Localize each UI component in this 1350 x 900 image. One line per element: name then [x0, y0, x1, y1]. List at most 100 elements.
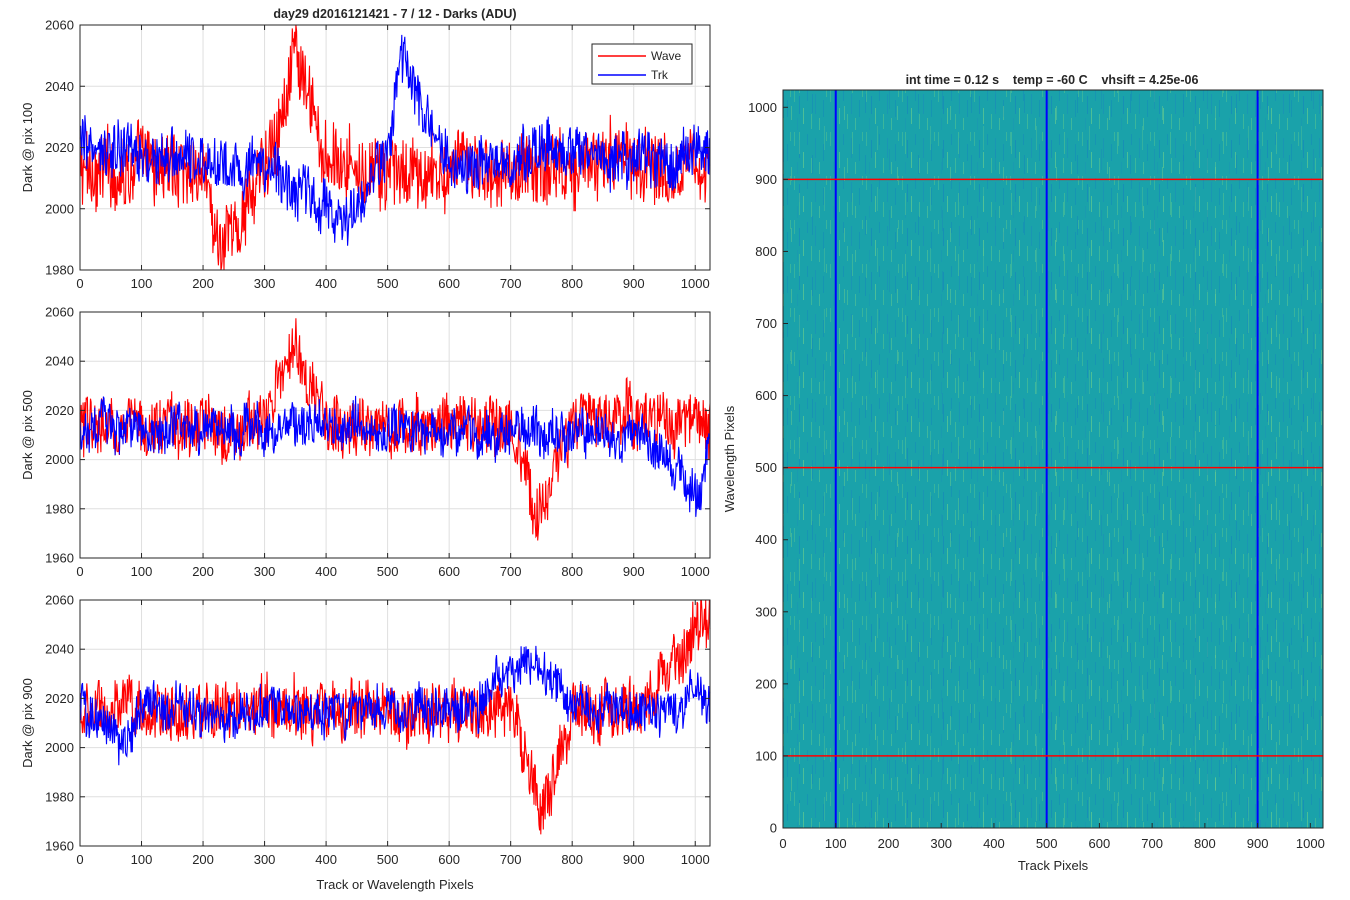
y-tick-label: 500: [755, 460, 777, 475]
series-group: [79, 599, 711, 835]
y-tick-label: 1000: [748, 100, 777, 115]
x-tick-label: 100: [131, 276, 153, 291]
y-tick-label: 2020: [45, 140, 74, 155]
x-tick-label: 400: [315, 852, 337, 867]
axes-box: [79, 599, 711, 847]
x-tick-label: 600: [438, 852, 460, 867]
legend-wave-label: Wave: [651, 49, 682, 63]
y-tick-label: 800: [755, 244, 777, 259]
heatmap-title: int time = 0.12 s temp = -60 C vhsift = …: [906, 73, 1199, 87]
x-tick-label: 500: [377, 276, 399, 291]
marker-lines: [783, 90, 1323, 828]
x-tick-label: 700: [1141, 836, 1163, 851]
line-chart-pix-500: 0 100 200 300 400 500 600 700 800 900 1000 1960 1980…: [20, 305, 711, 579]
x-tick-label: 300: [254, 276, 276, 291]
x-tick-label: 200: [878, 836, 900, 851]
y-tick-label: 900: [755, 172, 777, 187]
x-tick-label: 300: [930, 836, 952, 851]
y-tick-label: 2020: [45, 403, 74, 418]
x-tick-label: 500: [1036, 836, 1058, 851]
y-tick-label: 2060: [45, 18, 74, 33]
y-tick-label: 0: [770, 821, 777, 836]
legend-box: [591, 43, 693, 85]
y-tick-label: 400: [755, 532, 777, 547]
x-tick-label: 1000: [681, 564, 710, 579]
y-tick-label: 2000: [45, 740, 74, 755]
x-tick-label: 200: [192, 276, 214, 291]
y-tick-label: 1980: [45, 501, 74, 516]
x-tick-label: 900: [623, 564, 645, 579]
x-tick-label: 300: [254, 564, 276, 579]
x-tick-label: 100: [131, 852, 153, 867]
y-tick-label: 1960: [45, 551, 74, 566]
ticks: 0 100 200 300 400 500 600 700 800 900 1000 1980 2000…: [45, 18, 710, 291]
heatmap-dark-frame: 0 100 200 300 400 500 600 700 800 900 1000 0 100 200 3…: [722, 89, 1325, 873]
left-chart-title: day29 d2016121421 - 7 / 12 - Darks (ADU): [273, 7, 516, 21]
x-axis-label: Track or Wavelength Pixels: [316, 877, 474, 892]
series-group: [79, 318, 711, 541]
x-tick-label: 700: [500, 564, 522, 579]
x-tick-label: 800: [1194, 836, 1216, 851]
y-tick-label: 2000: [45, 452, 74, 467]
y-axis-label: Wavelength Pixels: [722, 405, 737, 512]
x-tick-label: 400: [315, 276, 337, 291]
series-line-wave: [79, 24, 711, 271]
x-tick-label: 600: [438, 276, 460, 291]
line-chart-pix-900: 0 100 200 300 400 500 600 700 800 900 1000 1960 1980…: [20, 593, 711, 892]
x-tick-label: 200: [192, 564, 214, 579]
y-tick-label: 100: [755, 748, 777, 763]
y-tick-label: 2000: [45, 201, 74, 216]
y-tick-label: 600: [755, 388, 777, 403]
y-tick-label: 1980: [45, 263, 74, 278]
y-tick-label: 1960: [45, 839, 74, 854]
heatmap-texture-overlay: [783, 90, 1323, 828]
y-axis-label: Dark @ pix 500: [20, 390, 35, 480]
y-tick-label: 2040: [45, 642, 74, 657]
x-tick-label: 800: [561, 852, 583, 867]
x-tick-label: 900: [1247, 836, 1269, 851]
x-tick-label: 0: [779, 836, 786, 851]
x-tick-label: 900: [623, 852, 645, 867]
x-tick-label: 600: [438, 564, 460, 579]
axes-box: [79, 311, 711, 559]
series-line-trk: [79, 645, 711, 766]
legend-trk-label: Trk: [651, 68, 669, 82]
y-tick-label: 2060: [45, 593, 74, 608]
axes-box: [782, 89, 1324, 829]
x-tick-label: 900: [623, 276, 645, 291]
x-axis-label: Track Pixels: [1018, 858, 1089, 873]
y-tick-label: 300: [755, 604, 777, 619]
x-tick-label: 0: [76, 276, 83, 291]
x-tick-label: 400: [983, 836, 1005, 851]
x-tick-label: 500: [377, 564, 399, 579]
y-axis-label: Dark @ pix 900: [20, 678, 35, 768]
x-tick-label: 0: [76, 564, 83, 579]
y-tick-label: 2060: [45, 305, 74, 320]
x-tick-label: 0: [76, 852, 83, 867]
y-axis-label: Dark @ pix 100: [20, 103, 35, 193]
series-line-trk: [79, 34, 711, 246]
ticks: 0 100 200 300 400 500 600 700 800 900 1000 1960 1980…: [45, 593, 710, 867]
x-tick-label: 100: [825, 836, 847, 851]
x-tick-label: 700: [500, 852, 522, 867]
y-tick-label: 2020: [45, 691, 74, 706]
ticks: 0 100 200 300 400 500 600 700 800 900 1000 1960 1980…: [45, 305, 710, 579]
ticks: 0 100 200 300 400 500 600 700 800 900 1000 0 100 200 3…: [748, 100, 1325, 851]
y-tick-label: 2040: [45, 79, 74, 94]
y-tick-label: 2040: [45, 354, 74, 369]
x-tick-label: 300: [254, 852, 276, 867]
x-tick-label: 100: [131, 564, 153, 579]
y-tick-label: 200: [755, 676, 777, 691]
y-tick-label: 1980: [45, 789, 74, 804]
x-tick-label: 500: [377, 852, 399, 867]
x-tick-label: 800: [561, 276, 583, 291]
x-tick-label: 1000: [681, 276, 710, 291]
x-tick-label: 700: [500, 276, 522, 291]
x-tick-label: 1000: [1296, 836, 1325, 851]
line-chart-pix-100: 0 100 200 300 400 500 600 700 800 900 1000 1980 2000…: [20, 18, 711, 291]
x-tick-label: 800: [561, 564, 583, 579]
series-group: [79, 24, 711, 271]
x-tick-label: 200: [192, 852, 214, 867]
series-line-trk: [79, 395, 711, 517]
legend[interactable]: Wave Trk: [591, 43, 693, 85]
